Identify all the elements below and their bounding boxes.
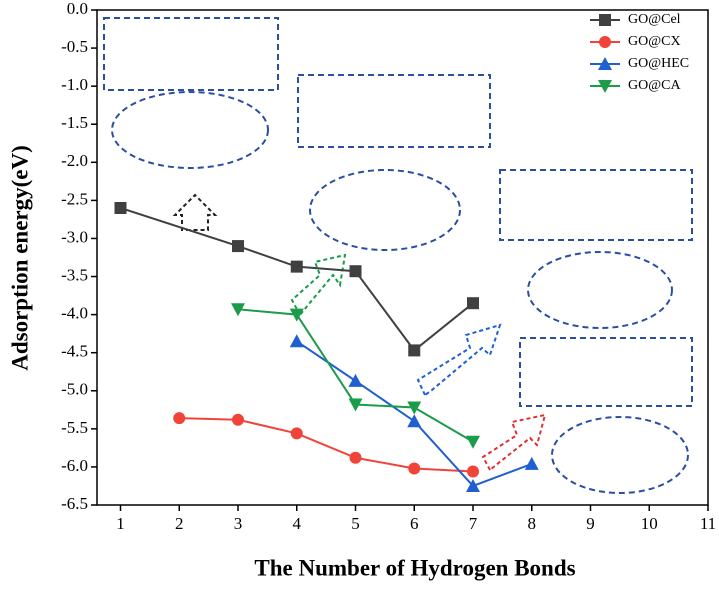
x-tick-label: 10 — [641, 514, 658, 533]
marker — [290, 427, 303, 440]
x-tick-label: 1 — [116, 514, 125, 533]
marker — [114, 202, 127, 214]
marker — [408, 344, 421, 357]
legend-label: GO@CA — [628, 78, 681, 93]
structure-ellipse — [309, 169, 461, 251]
marker — [407, 414, 422, 428]
marker — [524, 456, 539, 470]
marker — [599, 14, 611, 26]
x-axis-label: The Number of Hydrogen Bonds — [254, 555, 575, 580]
structure-box — [499, 169, 693, 241]
series-line — [179, 417, 474, 473]
y-tick-label: -4.0 — [61, 304, 88, 323]
legend-label: GO@HEC — [628, 56, 689, 71]
y-tick-label: -4.5 — [61, 342, 88, 361]
marker — [173, 412, 186, 425]
x-tick-label: 6 — [410, 514, 419, 533]
x-tick-label: 5 — [351, 514, 360, 533]
legend-label: GO@Cel — [628, 12, 681, 27]
marker — [408, 462, 421, 475]
structure-box — [519, 337, 693, 407]
structure-box — [103, 17, 279, 91]
plot-frame — [96, 9, 709, 506]
decorations — [103, 17, 693, 494]
structure-ellipse — [527, 251, 673, 329]
y-tick-label: -3.0 — [61, 227, 88, 246]
y-tick-label: -1.0 — [61, 75, 88, 94]
marker — [290, 260, 303, 273]
marker — [232, 240, 244, 253]
x-tick-label: 3 — [234, 514, 243, 533]
y-tick-label: -1.5 — [61, 113, 88, 132]
arrow — [416, 323, 502, 397]
y-tick-label: -5.5 — [61, 418, 88, 437]
marker — [466, 478, 480, 492]
x-tick-label: 2 — [175, 514, 184, 533]
marker — [598, 80, 612, 93]
structure-ellipse — [551, 416, 689, 494]
marker — [467, 465, 479, 478]
y-axis-label: Adsorption energy(eV) — [7, 145, 32, 371]
marker — [231, 303, 245, 317]
x-tick-label: 11 — [700, 514, 716, 533]
x-tick-label: 4 — [293, 514, 302, 533]
structure-box — [297, 74, 491, 148]
y-tick-label: -3.5 — [61, 265, 88, 284]
marker — [348, 398, 363, 412]
x-tick-label: 8 — [528, 514, 537, 533]
y-tick-label: -6.0 — [61, 456, 88, 475]
marker — [349, 265, 362, 278]
y-tick-label: -5.0 — [61, 380, 88, 399]
marker — [599, 36, 611, 48]
marker — [289, 334, 304, 348]
marker — [348, 373, 363, 387]
arrow — [172, 193, 218, 231]
marker — [349, 451, 362, 464]
arrow — [481, 413, 547, 472]
y-tick-label: -2.5 — [61, 189, 88, 208]
y-tick-label: -6.5 — [61, 494, 88, 513]
legend-label: GO@CX — [628, 34, 681, 49]
marker — [289, 308, 304, 322]
structure-ellipse — [111, 91, 269, 169]
y-tick-label: -0.5 — [61, 37, 88, 56]
series-line — [120, 207, 474, 352]
y-tick-label: -2.0 — [61, 151, 88, 170]
y-tick-label: 0.0 — [67, 0, 88, 18]
marker — [466, 435, 480, 449]
arrow — [290, 253, 347, 317]
x-tick-label: 9 — [586, 514, 595, 533]
x-tick-label: 7 — [469, 514, 478, 533]
marker — [407, 401, 422, 415]
marker — [598, 57, 612, 70]
marker — [467, 297, 479, 310]
marker — [232, 413, 244, 426]
